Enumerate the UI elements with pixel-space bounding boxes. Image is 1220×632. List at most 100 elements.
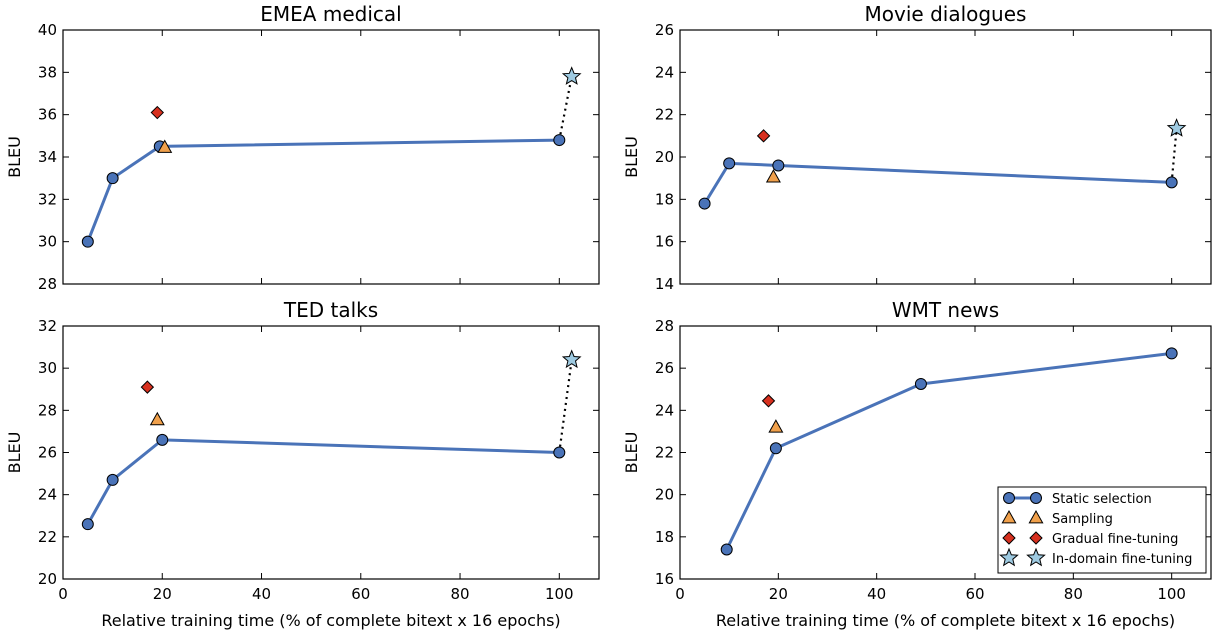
y-tick-label: 24: [655, 401, 674, 419]
data-point-in-domain-fine-tuning: [561, 66, 582, 85]
series-line-static-selection: [86, 438, 560, 525]
data-point-static-selection: [698, 197, 711, 210]
x-tick-label: 60: [351, 585, 370, 603]
x-tick-label: 0: [675, 585, 685, 603]
chart-panel-1: EMEA medical 28 30 32 34 36 38 40 BLEU: [5, 2, 600, 293]
legend-marker: [1002, 531, 1016, 545]
data-point-static-selection: [106, 172, 119, 185]
data-point-sampling: [768, 419, 784, 433]
y-tick-label: 18: [655, 190, 674, 208]
y-tick-label: 30: [38, 359, 57, 377]
legend-marker: [1028, 509, 1044, 524]
y-tick-label: 22: [38, 528, 57, 546]
data-point-static-selection: [156, 433, 169, 446]
data-point-sampling: [149, 411, 165, 426]
y-tick-label: 14: [655, 275, 674, 293]
y-tick-label: 16: [655, 570, 674, 588]
x-tick-label: 20: [769, 585, 788, 603]
y-axis-label: BLEU: [622, 136, 641, 178]
data-point-static-selection: [720, 543, 733, 556]
legend-marker: [1026, 547, 1046, 567]
series-line-static-selection: [86, 138, 560, 243]
data-point-in-domain-fine-tuning: [1166, 118, 1187, 137]
y-tick-label: 22: [655, 444, 674, 462]
data-point-static-selection: [1165, 176, 1178, 189]
legend-marker: [1029, 531, 1043, 545]
legend-marker: [1030, 492, 1042, 504]
x-tick-label: 60: [965, 585, 984, 603]
legend-label: In-domain fine-tuning: [1052, 552, 1192, 567]
chart-title: WMT news: [892, 298, 999, 322]
y-tick-label: 30: [38, 233, 57, 251]
data-point-gradual-fine-tuning: [756, 129, 771, 143]
y-tick-label: 20: [655, 486, 674, 504]
y-tick-label: 22: [655, 106, 674, 124]
x-tick-label: 20: [153, 585, 172, 603]
y-axis-label: BLEU: [622, 432, 641, 474]
plot-frame: [679, 29, 1212, 285]
legend-marker: [1001, 509, 1017, 524]
data-point-static-selection: [1165, 347, 1178, 360]
x-tick-label: 100: [545, 585, 574, 603]
y-tick-label: 20: [655, 148, 674, 166]
data-point-static-selection: [106, 473, 119, 486]
y-tick-label: 40: [38, 21, 57, 39]
y-axis-label: BLEU: [5, 136, 24, 178]
data-point-sampling: [157, 139, 173, 153]
data-point-static-selection: [81, 518, 94, 531]
data-point-static-selection: [772, 159, 785, 172]
data-point-static-selection: [553, 446, 566, 459]
data-point-static-selection: [914, 377, 927, 390]
data-point-gradual-fine-tuning: [150, 105, 165, 120]
x-tick-label: 80: [1064, 585, 1083, 603]
data-point-static-selection: [553, 134, 566, 147]
y-tick-label: 18: [655, 528, 674, 546]
chart-panel-4: WMT news 16 18 20 22 24 26 28 0 20 40 60 80 100 BLEU Re…: [622, 298, 1212, 630]
x-axis-label: Relative training time (% of complete bi…: [101, 611, 560, 630]
series-line-static-selection: [725, 351, 1172, 551]
legend-label: Static selection: [1052, 492, 1152, 507]
data-point-static-selection: [723, 157, 736, 170]
x-tick-label: 0: [58, 585, 68, 603]
data-point-static-selection: [81, 235, 94, 248]
indomain-connector: [1170, 128, 1178, 183]
legend: Static selection Sampling Gradual fine-tun…: [997, 486, 1207, 574]
y-tick-label: 26: [655, 21, 674, 39]
x-tick-label: 80: [450, 585, 469, 603]
y-tick-label: 16: [655, 233, 674, 251]
data-point-in-domain-fine-tuning: [561, 349, 582, 369]
legend-label: Sampling: [1052, 512, 1113, 527]
data-point-sampling: [765, 169, 781, 183]
y-tick-label: 28: [38, 401, 57, 419]
data-point-static-selection: [769, 442, 782, 455]
y-tick-label: 32: [38, 190, 57, 208]
y-tick-label: 32: [38, 317, 57, 335]
chart-panel-2: Movie dialogues 14 16 18 20 22 24 26 BLEU: [622, 2, 1212, 293]
data-point-gradual-fine-tuning: [761, 394, 776, 408]
legend-marker: [1003, 492, 1015, 504]
chart-title: EMEA medical: [260, 2, 401, 26]
y-tick-label: 24: [38, 486, 57, 504]
legend-marker: [999, 547, 1019, 567]
indomain-connector: [558, 76, 573, 141]
x-axis-label: Relative training time (% of complete bi…: [716, 611, 1175, 630]
x-tick-label: 100: [1157, 585, 1186, 603]
chart-title: TED talks: [283, 298, 378, 322]
y-axis-label: BLEU: [5, 432, 24, 474]
y-tick-label: 20: [38, 570, 57, 588]
chart-title: Movie dialogues: [865, 2, 1027, 26]
y-tick-label: 28: [38, 275, 57, 293]
y-tick-label: 24: [655, 63, 674, 81]
y-tick-label: 28: [655, 317, 674, 335]
indomain-connector: [558, 359, 573, 453]
x-tick-label: 40: [867, 585, 886, 603]
y-tick-label: 26: [655, 359, 674, 377]
series-line-static-selection: [703, 161, 1172, 205]
y-tick-label: 26: [38, 444, 57, 462]
y-tick-label: 36: [38, 106, 57, 124]
x-tick-label: 40: [252, 585, 271, 603]
data-point-gradual-fine-tuning: [140, 380, 155, 394]
y-tick-label: 34: [38, 148, 57, 166]
